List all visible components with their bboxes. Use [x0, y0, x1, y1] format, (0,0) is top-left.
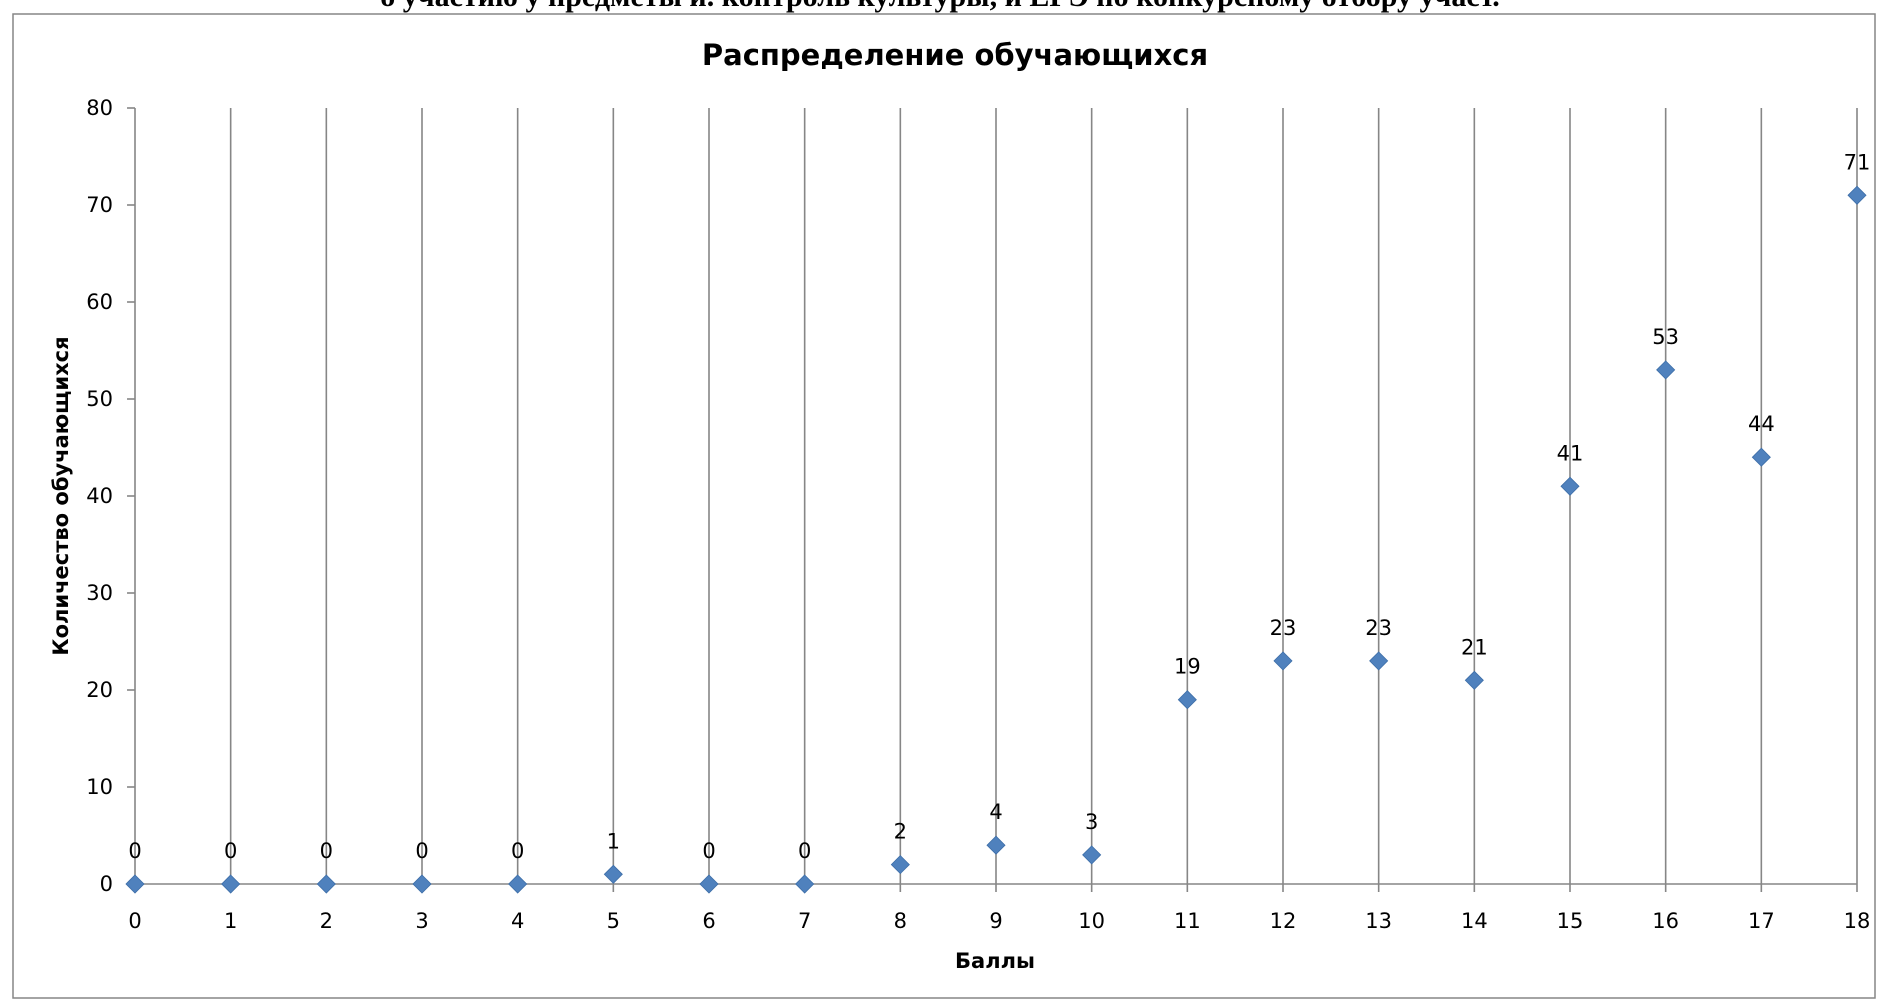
x-axis-title: Баллы [955, 949, 1035, 973]
x-tick-label-9: 9 [989, 909, 1002, 933]
data-point-17 [1751, 447, 1771, 467]
data-point-0 [125, 874, 145, 894]
data-point-9 [986, 835, 1006, 855]
y-tick-label-80: 80 [86, 96, 113, 120]
chart-frame [12, 13, 1876, 999]
vertical-gridlines [229, 108, 1858, 884]
x-tick-label-4: 4 [511, 909, 524, 933]
y-axis-tick-labels: 0 10 20 30 40 50 60 70 80 [86, 96, 135, 896]
data-point-8 [890, 855, 910, 875]
data-point-12 [1273, 651, 1293, 671]
data-point-10 [1082, 845, 1102, 865]
data-label-13: 23 [1365, 616, 1392, 640]
data-label-2: 0 [320, 839, 333, 863]
y-tick-label-20: 20 [86, 678, 113, 702]
data-label-17: 44 [1748, 412, 1775, 436]
x-tick-label-6: 6 [702, 909, 715, 933]
data-label-7: 0 [798, 839, 811, 863]
x-tick-label-17: 17 [1748, 909, 1775, 933]
x-tick-label-14: 14 [1461, 909, 1488, 933]
y-axis-title: Количество обучающихся [49, 336, 73, 655]
x-tick-label-18: 18 [1844, 909, 1871, 933]
y-tick-label-0: 0 [100, 872, 113, 896]
x-tick-label-10: 10 [1078, 909, 1105, 933]
data-label-15: 41 [1557, 441, 1584, 465]
x-tick-label-7: 7 [798, 909, 811, 933]
data-labels: 0 0 0 0 0 1 0 0 2 4 3 19 23 23 21 41 53 44 71 [128, 150, 1870, 863]
y-tick-label-10: 10 [86, 775, 113, 799]
y-tick-label-50: 50 [86, 387, 113, 411]
data-point-5 [603, 864, 623, 884]
data-point-2 [316, 874, 336, 894]
data-label-16: 53 [1652, 325, 1679, 349]
x-tick-label-15: 15 [1557, 909, 1584, 933]
data-point-16 [1656, 360, 1676, 380]
chart-title: Распределение обучающихся [702, 38, 1208, 72]
data-label-12: 23 [1270, 616, 1297, 640]
data-label-18: 71 [1844, 150, 1871, 174]
y-tick-label-40: 40 [86, 484, 113, 508]
x-tick-label-0: 0 [128, 909, 141, 933]
x-tick-label-13: 13 [1365, 909, 1392, 933]
data-label-9: 4 [989, 800, 1002, 824]
page-heading-fragment: о участию у предметы и. контроль культур… [380, 0, 1499, 13]
data-label-10: 3 [1085, 810, 1098, 834]
data-label-4: 0 [511, 839, 524, 863]
data-label-6: 0 [702, 839, 715, 863]
x-tick-label-2: 2 [320, 909, 333, 933]
data-point-13 [1369, 651, 1389, 671]
data-label-8: 2 [894, 820, 907, 844]
data-point-1 [221, 874, 241, 894]
x-tick-label-5: 5 [607, 909, 620, 933]
x-axis-tick-labels: 0 1 2 3 4 5 6 7 8 9 10 11 12 13 14 15 16 17 18 [128, 884, 1870, 933]
data-point-4 [508, 874, 528, 894]
data-point-14 [1464, 670, 1484, 690]
data-label-1: 0 [224, 839, 237, 863]
data-label-0: 0 [128, 839, 141, 863]
x-tick-label-1: 1 [224, 909, 237, 933]
data-point-3 [412, 874, 432, 894]
y-tick-label-30: 30 [86, 581, 113, 605]
y-tick-label-60: 60 [86, 290, 113, 314]
y-tick-label-70: 70 [86, 193, 113, 217]
data-label-5: 1 [607, 829, 620, 853]
data-points [125, 185, 1867, 894]
x-tick-label-3: 3 [415, 909, 428, 933]
data-point-15 [1560, 476, 1580, 496]
data-point-7 [795, 874, 815, 894]
data-point-11 [1177, 690, 1197, 710]
x-tick-label-11: 11 [1174, 909, 1201, 933]
data-point-18 [1847, 185, 1867, 205]
data-label-14: 21 [1461, 635, 1488, 659]
data-label-3: 0 [415, 839, 428, 863]
data-label-11: 19 [1174, 655, 1201, 679]
x-tick-label-8: 8 [894, 909, 907, 933]
x-tick-label-12: 12 [1270, 909, 1297, 933]
data-point-6 [699, 874, 719, 894]
x-tick-label-16: 16 [1652, 909, 1679, 933]
